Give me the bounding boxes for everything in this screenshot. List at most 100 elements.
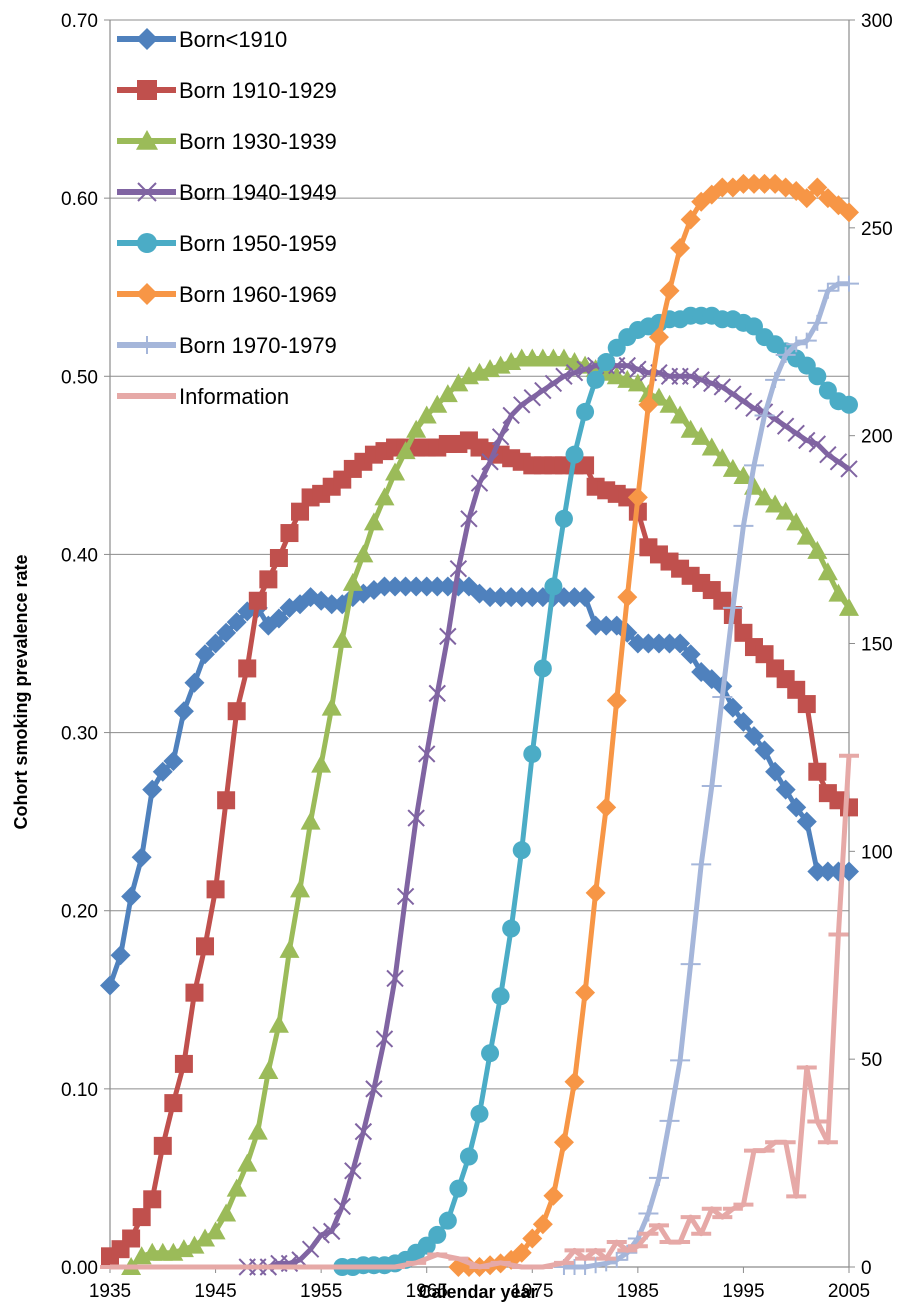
data-point [501, 587, 522, 608]
data-point [586, 370, 605, 389]
data-point [734, 392, 753, 410]
data-point [491, 428, 510, 446]
data-point [734, 623, 753, 642]
data-point [533, 659, 552, 678]
data-point [238, 659, 257, 678]
data-point [502, 919, 521, 938]
data-point [681, 367, 700, 385]
data-point [713, 378, 732, 396]
data-point [544, 577, 563, 596]
data-point [775, 779, 796, 800]
data-point [627, 487, 648, 508]
x-tick-label: 1955 [300, 1281, 342, 1302]
series-5 [448, 173, 859, 1277]
data-point [724, 385, 742, 403]
data-point [743, 173, 764, 194]
data-point [585, 615, 606, 636]
legend-item: Born 1950-1959 [117, 231, 337, 256]
data-point [787, 680, 806, 699]
data-point [840, 395, 858, 414]
data-point [374, 576, 395, 597]
data-point [416, 405, 437, 424]
data-point [470, 1104, 489, 1123]
data-point [321, 594, 342, 615]
data-point [733, 711, 754, 732]
data-point [280, 524, 299, 543]
data-point [680, 956, 701, 973]
legend-label: Born 1910-1929 [179, 78, 337, 103]
data-point [564, 352, 585, 371]
data-point [322, 1222, 341, 1241]
data-point [396, 887, 415, 906]
data-point [703, 374, 721, 393]
data-point [618, 488, 637, 507]
data-point [291, 502, 310, 521]
data-point [480, 587, 501, 608]
data-point [227, 702, 246, 721]
data-point [131, 847, 152, 868]
data-point [840, 460, 858, 478]
data-point [513, 396, 531, 414]
data-point [268, 1014, 289, 1033]
y-tick-label: 0.20 [61, 902, 98, 923]
data-point [670, 1052, 691, 1069]
data-point [428, 684, 446, 703]
y2-tick-label: 100 [861, 842, 893, 863]
data-point [163, 751, 184, 772]
data-point [776, 417, 795, 435]
data-point [819, 445, 837, 464]
data-point [648, 1169, 669, 1186]
data-point [629, 360, 647, 378]
data-point [627, 373, 648, 392]
x-tick-label: 1965 [406, 1281, 448, 1302]
y-tick-label: 0.70 [61, 11, 98, 32]
data-point [491, 987, 510, 1006]
data-point [765, 761, 786, 782]
data-point [437, 384, 458, 403]
data-point [543, 1185, 564, 1206]
data-point [333, 1197, 351, 1216]
data-point [312, 1226, 330, 1244]
data-point [775, 346, 796, 363]
data-point [532, 1214, 553, 1235]
data-point [512, 841, 531, 860]
data-point [395, 576, 416, 597]
data-point [807, 177, 828, 198]
data-point [691, 856, 712, 873]
data-point [365, 1080, 383, 1098]
data-point [817, 861, 838, 882]
data-point [575, 587, 596, 608]
data-point [137, 182, 157, 202]
data-point [564, 1071, 585, 1092]
data-point [110, 945, 131, 966]
data-point [418, 745, 436, 763]
data-point [585, 882, 606, 903]
data-point [427, 576, 448, 597]
data-point [374, 487, 395, 506]
data-point [554, 509, 573, 528]
data-point [205, 1221, 226, 1240]
data-point [268, 608, 289, 629]
data-point [564, 587, 585, 608]
data-point [817, 562, 838, 581]
data-point [575, 982, 596, 1003]
axes: 0.00 0.10 0.20 0.30 0.40 0.50 0.60 0.70 0 50 100 15… [61, 11, 893, 1302]
data-point [755, 645, 774, 664]
data-point [745, 399, 763, 418]
data-point [754, 487, 775, 506]
data-point [534, 381, 552, 400]
x-tick-label: 1945 [194, 1281, 236, 1302]
data-point [722, 697, 743, 718]
data-point [375, 1030, 394, 1048]
legend-item: Information [117, 384, 289, 409]
data-point [301, 1240, 320, 1258]
data-point [807, 540, 828, 559]
data-point [206, 880, 225, 899]
data-point [258, 1061, 279, 1080]
series-line [564, 281, 849, 1270]
data-point [439, 627, 457, 646]
y-axis-title: Cohort smoking prevalence rate [11, 554, 31, 829]
data-point [395, 441, 416, 460]
data-point [796, 188, 817, 209]
x-tick-label: 1975 [511, 1281, 553, 1302]
